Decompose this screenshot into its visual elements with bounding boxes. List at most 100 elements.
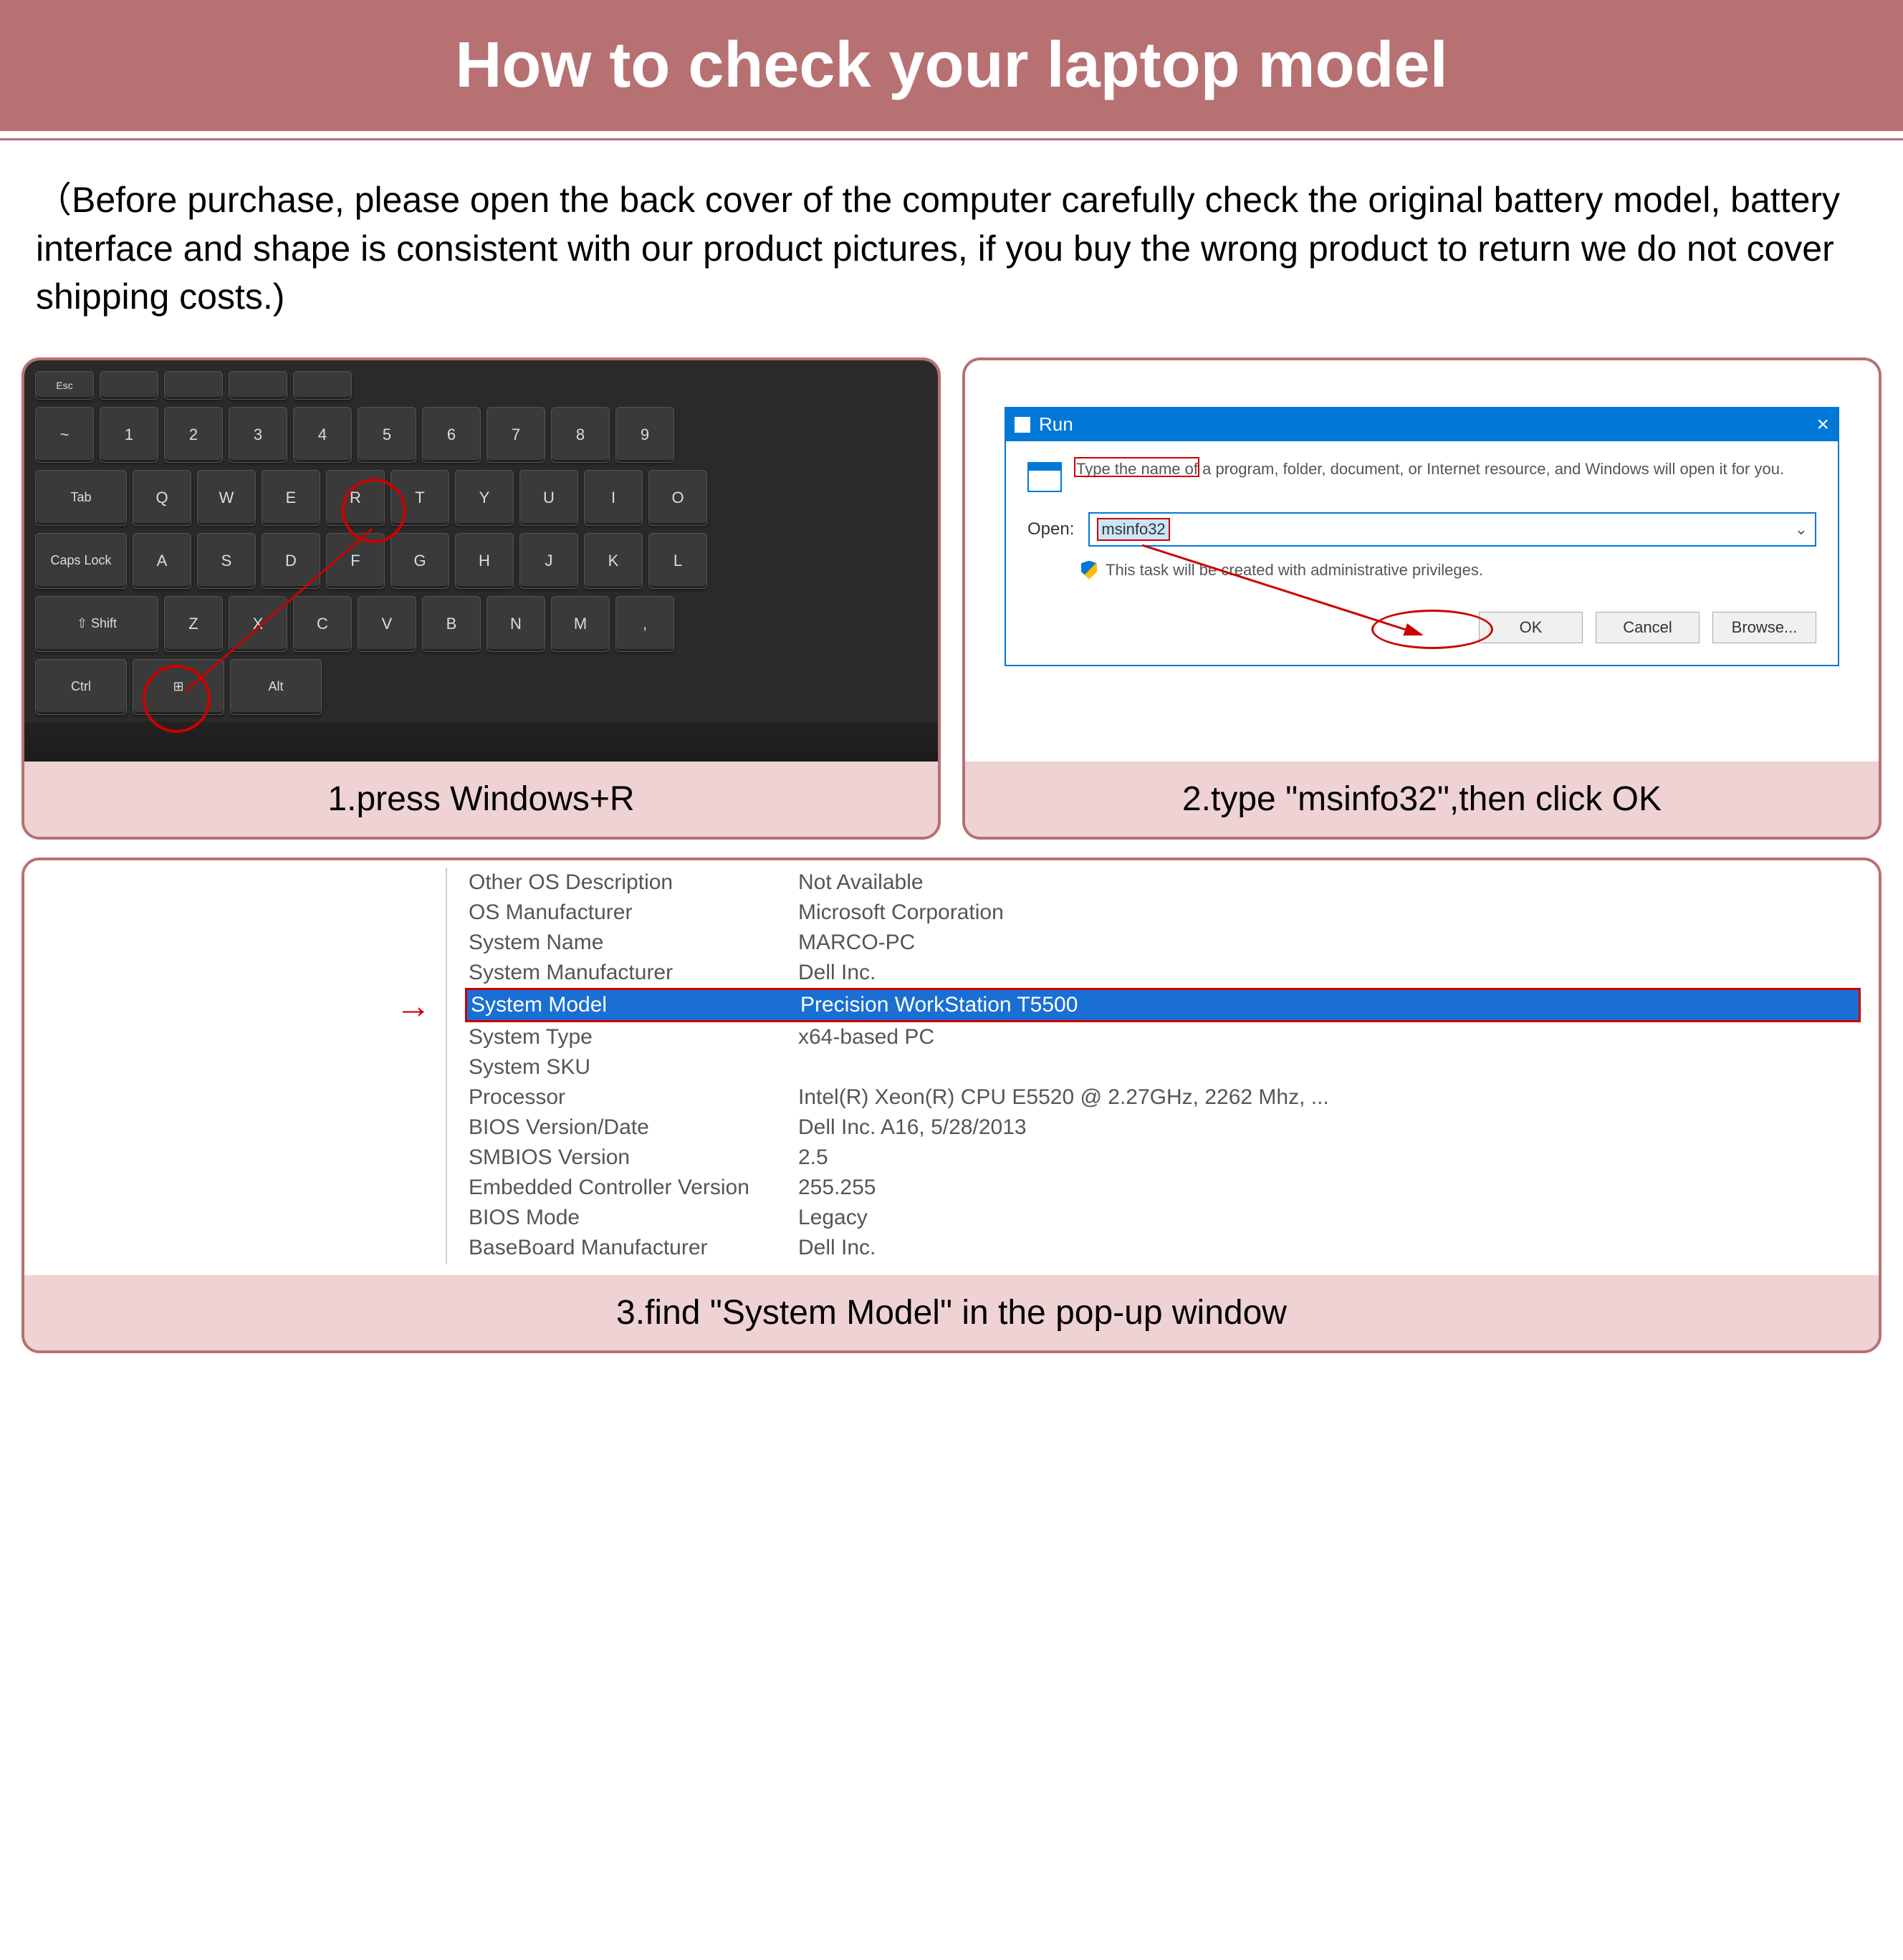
keyboard-key: J [519, 533, 578, 589]
msinfo-value: Not Available [798, 870, 1857, 895]
chevron-down-icon[interactable]: ⌄ [1795, 520, 1808, 539]
panel-run-dialog: Run × Type the name of a program, folder… [962, 357, 1882, 840]
msinfo-row: System SKU [469, 1052, 1857, 1082]
msinfo-label: System Manufacturer [469, 961, 798, 985]
intro-text: （Before purchase, please open the back c… [0, 162, 1903, 357]
msinfo-label: BIOS Mode [469, 1206, 798, 1230]
msinfo-row: SMBIOS Version2.5 [469, 1143, 1857, 1173]
msinfo-row: System NameMARCO-PC [469, 928, 1857, 958]
run-dialog-image: Run × Type the name of a program, folder… [965, 360, 1879, 762]
keyboard-key: 8 [551, 407, 610, 463]
keyboard-key: ⇧ Shift [35, 596, 158, 652]
cancel-button[interactable]: Cancel [1596, 612, 1700, 643]
open-label: Open: [1027, 519, 1074, 539]
keyboard-key: W [197, 470, 256, 526]
keyboard-key: 4 [293, 407, 352, 463]
keyboard-key: C [293, 596, 352, 652]
keyboard-key: B [422, 596, 481, 652]
panel2-caption: 2.type "msinfo32",then click OK [965, 762, 1879, 837]
keyboard-key: G [390, 533, 449, 589]
admin-privilege-text: This task will be created with administr… [1106, 561, 1483, 580]
msinfo-value: Precision WorkStation T5500 [800, 993, 1855, 1017]
keyboard-key: A [133, 533, 191, 589]
msinfo-value: Microsoft Corporation [798, 900, 1857, 925]
ok-button-highlight [1371, 610, 1493, 649]
msinfo-label: Embedded Controller Version [469, 1176, 798, 1200]
keyboard-key [229, 371, 287, 400]
keyboard-key: O [648, 470, 707, 526]
keyboard-key: H [455, 533, 514, 589]
msinfo-label: System SKU [469, 1055, 798, 1080]
msinfo-value: x64-based PC [798, 1025, 1857, 1049]
desc-highlight-box [1074, 457, 1199, 477]
keyboard-palmrest [24, 722, 938, 762]
keyboard-key [100, 371, 158, 400]
keyboard-key: 5 [358, 407, 416, 463]
keyboard-key: R [326, 470, 385, 526]
keyboard-key: Q [133, 470, 191, 526]
keyboard-key: N [486, 596, 545, 652]
browse-button[interactable]: Browse... [1712, 612, 1816, 643]
keyboard-key: Alt [230, 659, 322, 715]
panel3-caption: 3.find "System Model" in the pop-up wind… [24, 1275, 1879, 1350]
panel-msinfo: → Other OS DescriptionNot AvailableOS Ma… [21, 858, 1882, 1353]
keyboard-key: Y [455, 470, 514, 526]
msinfo-value: Intel(R) Xeon(R) CPU E5520 @ 2.27GHz, 22… [798, 1085, 1857, 1110]
keyboard-key: T [390, 470, 449, 526]
keyboard-key: S [197, 533, 256, 589]
msinfo-value: 2.5 [798, 1145, 1857, 1170]
keyboard-key: 6 [422, 407, 481, 463]
keyboard-key: K [584, 533, 643, 589]
msinfo-label: Processor [469, 1085, 798, 1110]
keyboard-key: Ctrl [35, 659, 127, 715]
msinfo-value: Dell Inc. [798, 961, 1857, 985]
keyboard-key: 7 [486, 407, 545, 463]
run-input[interactable]: msinfo32 ⌄ [1088, 512, 1816, 547]
run-input-value: msinfo32 [1097, 518, 1169, 541]
panel-keyboard: Esc ~123456789 TabQWERTYUIO Caps LockASD… [21, 357, 941, 840]
run-app-icon-small [1015, 417, 1030, 433]
msinfo-left-pane: → [46, 868, 447, 1264]
keyboard-key: Tab [35, 470, 127, 526]
keyboard-key: ~ [35, 407, 94, 463]
keyboard-key [164, 371, 223, 400]
msinfo-label: BaseBoard Manufacturer [469, 1236, 798, 1260]
msinfo-value: Dell Inc. A16, 5/28/2013 [798, 1115, 1857, 1140]
keyboard-key: Esc [35, 371, 94, 400]
msinfo-value: 255.255 [798, 1176, 1857, 1200]
system-model-arrow: → [396, 985, 431, 1027]
msinfo-value: Dell Inc. [798, 1236, 1857, 1260]
keyboard-key: , [615, 596, 674, 652]
msinfo-label: BIOS Version/Date [469, 1115, 798, 1140]
run-dialog-window: Run × Type the name of a program, folder… [1005, 407, 1839, 666]
msinfo-value: Legacy [798, 1206, 1857, 1230]
msinfo-label: System Type [469, 1025, 798, 1049]
msinfo-row: Other OS DescriptionNot Available [469, 868, 1857, 898]
keyboard-key: L [648, 533, 707, 589]
keyboard-key: 2 [164, 407, 223, 463]
keyboard-key: Z [164, 596, 223, 652]
msinfo-table: Other OS DescriptionNot AvailableOS Manu… [447, 868, 1857, 1264]
msinfo-value [798, 1055, 1857, 1080]
msinfo-row: System ManufacturerDell Inc. [469, 958, 1857, 988]
msinfo-row: System ModelPrecision WorkStation T5500 [465, 988, 1861, 1022]
msinfo-row: BIOS ModeLegacy [469, 1203, 1857, 1233]
msinfo-label: Other OS Description [469, 870, 798, 895]
panel1-caption: 1.press Windows+R [24, 762, 938, 837]
msinfo-row: System Typex64-based PC [469, 1022, 1857, 1052]
header-banner: How to check your laptop model [0, 0, 1903, 131]
ok-button[interactable]: OK [1479, 612, 1583, 643]
msinfo-image: → Other OS DescriptionNot AvailableOS Ma… [24, 860, 1879, 1275]
keyboard-key: E [262, 470, 320, 526]
keyboard-image: Esc ~123456789 TabQWERTYUIO Caps LockASD… [24, 360, 938, 762]
msinfo-label: SMBIOS Version [469, 1145, 798, 1170]
keyboard-key: M [551, 596, 610, 652]
keyboard-key: 1 [100, 407, 158, 463]
msinfo-label: System Name [469, 931, 798, 955]
close-icon[interactable]: × [1816, 413, 1829, 437]
uac-shield-icon [1081, 561, 1097, 580]
keyboard-key: 3 [229, 407, 287, 463]
msinfo-value: MARCO-PC [798, 931, 1857, 955]
header-divider [0, 138, 1903, 140]
keyboard-key: I [584, 470, 643, 526]
